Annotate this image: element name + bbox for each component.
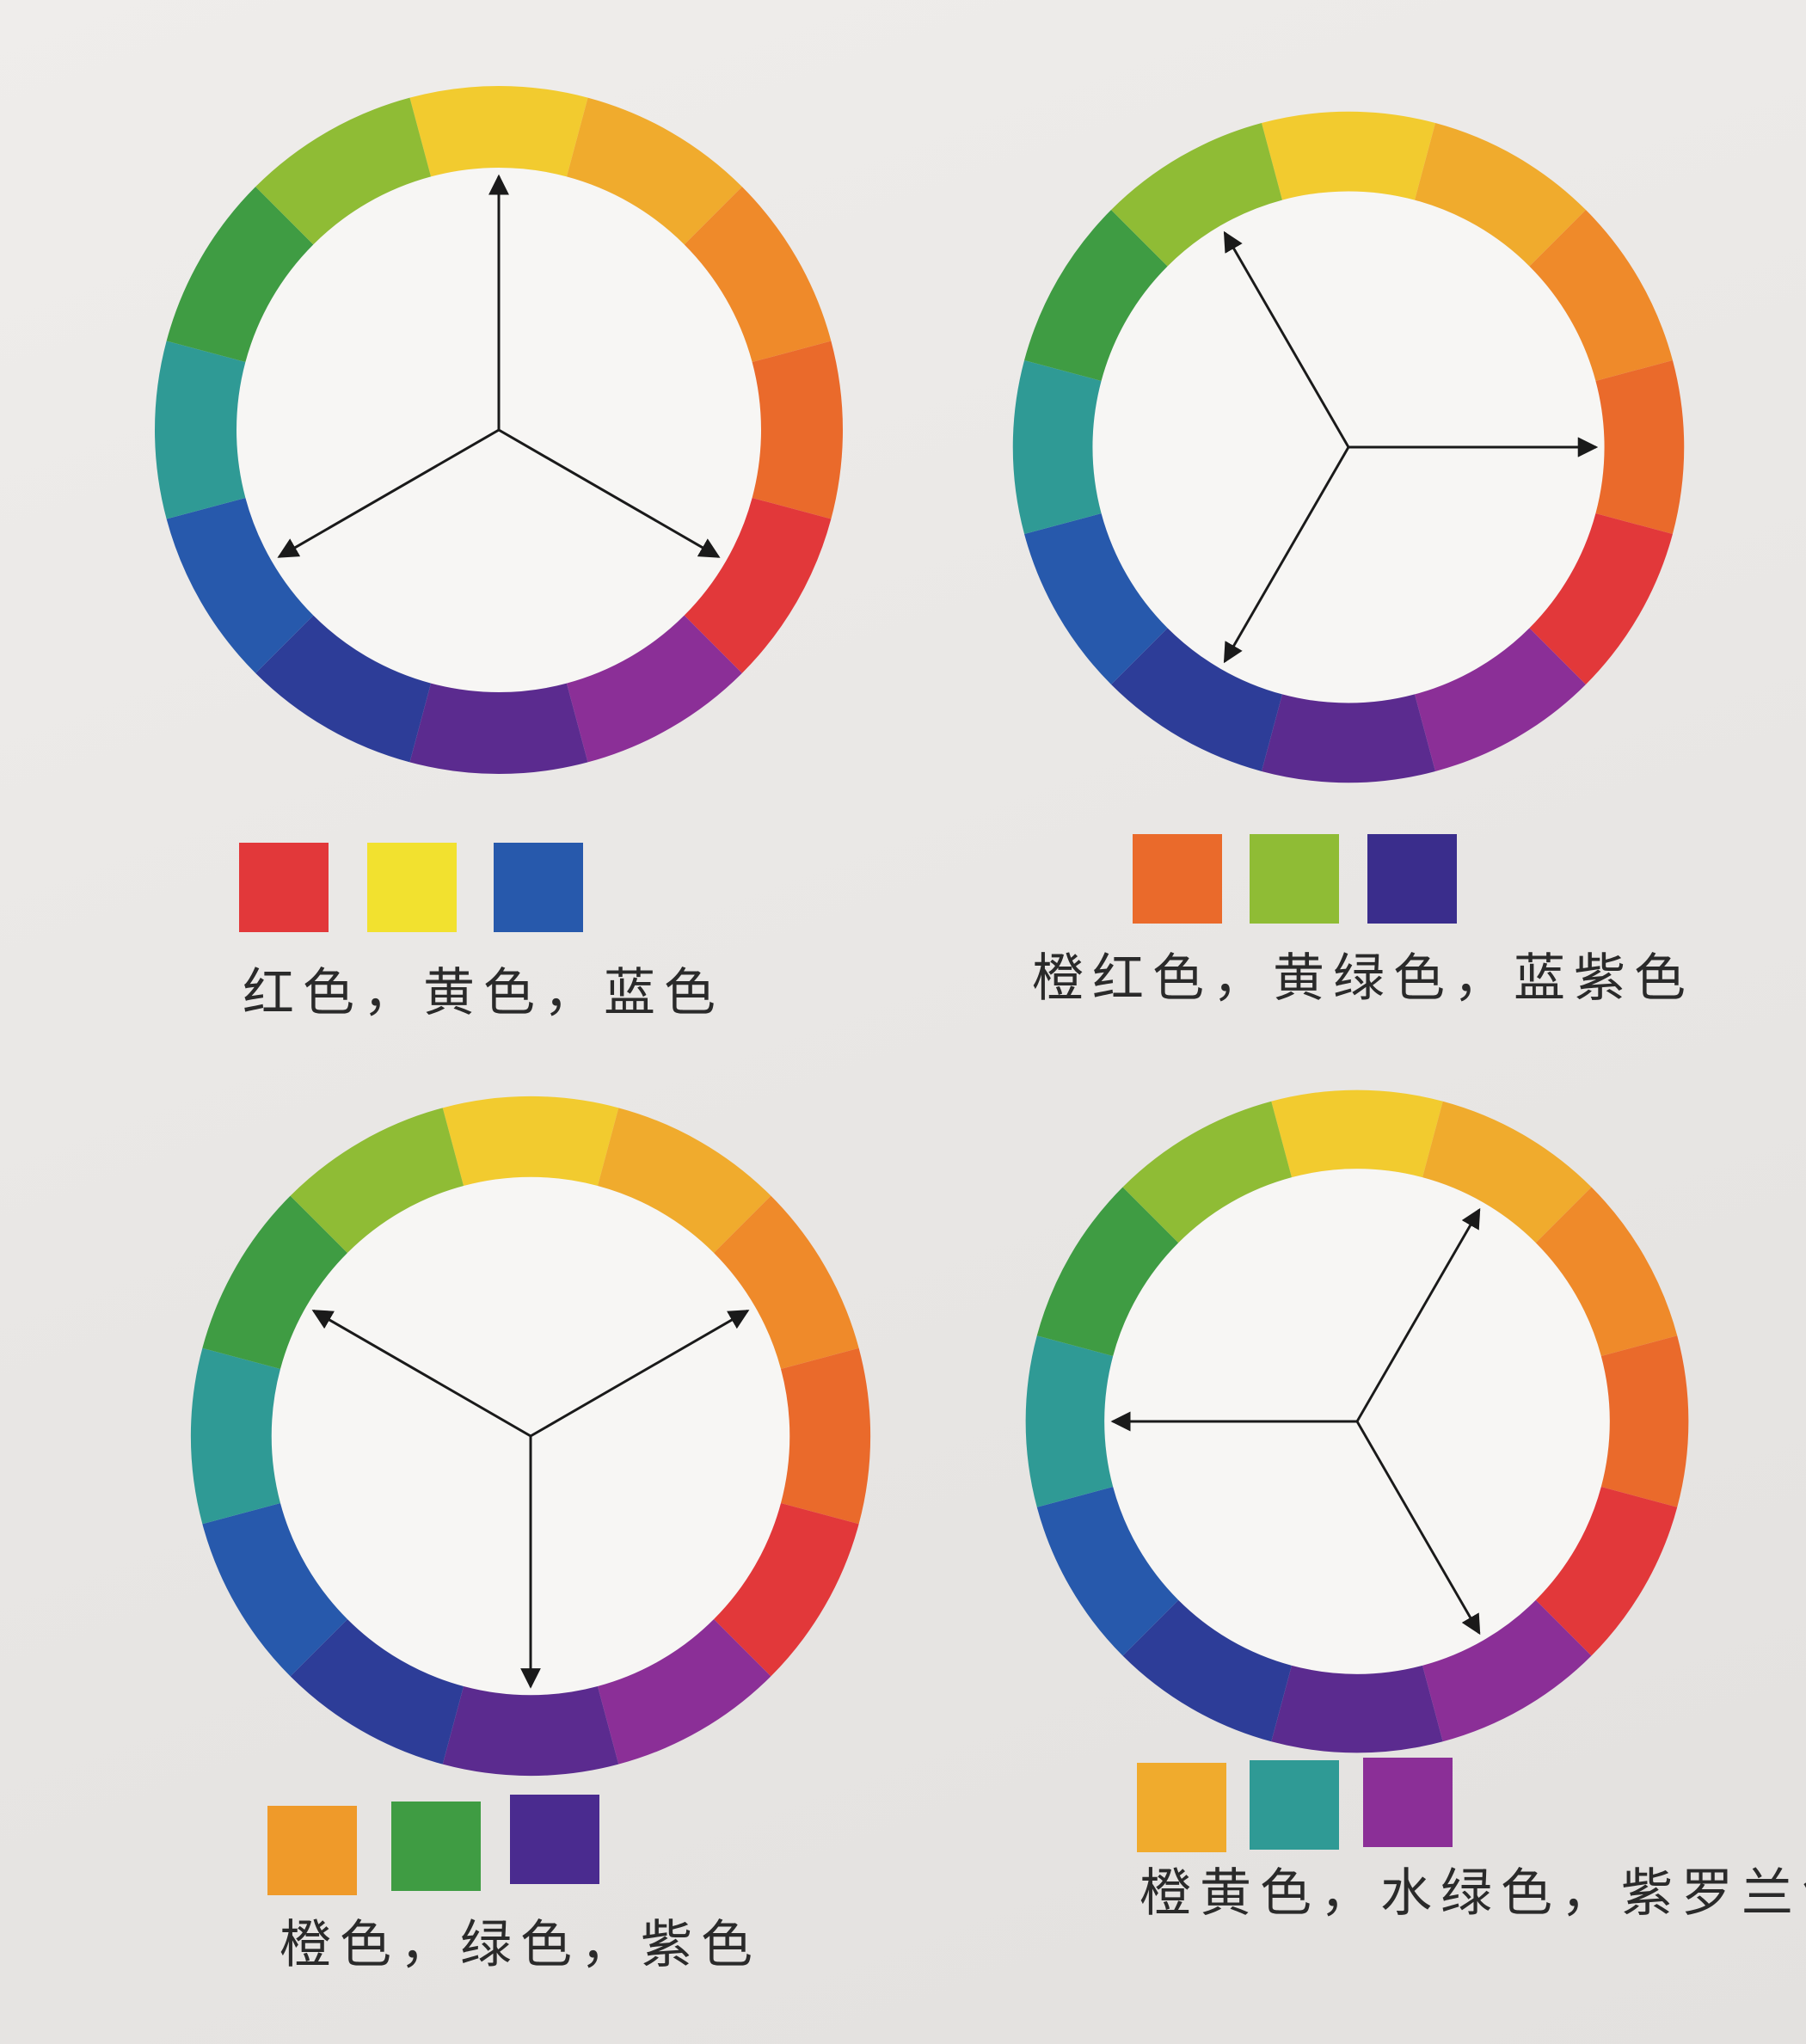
color-swatch — [494, 843, 583, 932]
color-wheel — [1012, 111, 1685, 783]
triad-caption: 红色，黄色，蓝色 — [243, 963, 724, 1023]
wheel-segment — [1024, 210, 1168, 381]
wheel-segment — [290, 1108, 464, 1253]
triad-arrow — [1223, 230, 1350, 448]
color-wheel — [190, 1096, 871, 1777]
wheel-segment — [1415, 628, 1586, 771]
wheel-segment — [714, 1195, 859, 1370]
wheel-segment — [684, 187, 832, 363]
wheel-segment — [1529, 210, 1673, 381]
wheel-segment — [597, 1619, 771, 1765]
wheel-segment — [1529, 513, 1673, 684]
triad-arrow — [1223, 446, 1350, 664]
wheel-segment — [1422, 1101, 1592, 1243]
color-swatch — [367, 843, 457, 932]
wheel-segment — [1036, 1187, 1179, 1356]
color-swatch — [510, 1795, 599, 1884]
color-swatch — [1367, 834, 1457, 924]
wheel-segment — [1535, 1487, 1678, 1656]
triad-arrow — [498, 428, 721, 558]
triad-caption: 橙色，绿色，紫色 — [280, 1915, 761, 1975]
wheel-segment — [255, 97, 432, 245]
wheel-segment — [1261, 694, 1436, 783]
wheel-segment — [409, 85, 588, 177]
wheel-segment — [1535, 1187, 1678, 1356]
wheel-segment — [714, 1502, 859, 1677]
color-swatch — [391, 1802, 481, 1891]
wheel-segment — [752, 341, 843, 519]
wheel-segment — [1271, 1090, 1443, 1178]
triad-arrow — [1355, 1207, 1481, 1422]
triad-arrow — [530, 1310, 750, 1438]
wheel-segment — [190, 1347, 280, 1525]
wheel-segment — [1036, 1487, 1179, 1656]
wheel-segment — [1122, 1599, 1292, 1742]
wheel-segment — [166, 187, 314, 363]
color-swatch — [1137, 1763, 1226, 1852]
color-wheel — [1025, 1090, 1689, 1753]
wheel-segment — [255, 615, 432, 763]
color-swatch — [1250, 834, 1339, 924]
wheel-segment — [202, 1195, 347, 1370]
wheel-segment — [1111, 628, 1282, 771]
wheel-segment — [1415, 123, 1586, 267]
color-swatch — [1133, 834, 1222, 924]
wheel-segment — [684, 497, 832, 673]
wheel-segment — [1595, 359, 1685, 535]
wheel-segment — [166, 497, 314, 673]
wheel-segment — [202, 1502, 347, 1677]
wheel-segment — [409, 683, 588, 774]
color-swatch — [239, 843, 329, 932]
color-swatch — [1250, 1760, 1339, 1850]
wheel-segment — [442, 1686, 619, 1777]
wheel-segment — [154, 341, 246, 519]
triad-caption: 橙黄色，水绿色，紫罗兰色 — [1140, 1863, 1806, 1924]
wheel-segment — [442, 1096, 619, 1186]
color-swatch — [267, 1806, 357, 1895]
triad-arrow — [311, 1310, 531, 1438]
wheel-segment — [1271, 1665, 1443, 1753]
wheel-segment — [566, 615, 742, 763]
wheel-segment — [1422, 1599, 1592, 1742]
wheel-segment — [597, 1108, 771, 1253]
wheel-segment — [290, 1619, 464, 1765]
wheel-segment — [1261, 111, 1436, 200]
wheel-segment — [1600, 1335, 1689, 1507]
triad-arrow — [277, 428, 500, 558]
color-wheel — [154, 85, 843, 774]
wheel-segment — [566, 97, 742, 245]
wheel-segment — [1025, 1335, 1114, 1507]
triad-caption: 橙红色，黄绿色，蓝紫色 — [1032, 948, 1694, 1009]
color-swatch — [1363, 1758, 1453, 1847]
wheel-segment — [781, 1347, 871, 1525]
wheel-segment — [1122, 1101, 1292, 1243]
wheel-segment — [1024, 513, 1168, 684]
wheel-segment — [1012, 359, 1102, 535]
triad-arrow — [1355, 1421, 1481, 1636]
wheel-segment — [1111, 123, 1282, 267]
